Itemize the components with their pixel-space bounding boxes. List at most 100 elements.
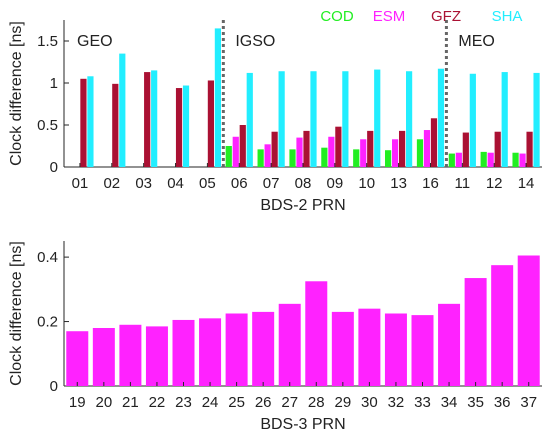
- bar-value-21: [119, 324, 142, 386]
- bar-sha-06: [246, 72, 253, 167]
- x-tick-label: 21: [122, 394, 139, 411]
- legend-entry-sha: SHA: [492, 8, 523, 25]
- chart-bds3: 0 0.2 0.4 19 20 21 22 23 24 25 26 27 28 29 30 32 33 34 35 3…: [8, 241, 542, 433]
- bar-value-33: [411, 315, 434, 386]
- bar-cod-10: [353, 149, 360, 167]
- bar-sha-12: [501, 72, 508, 167]
- bar-cod-06: [225, 146, 232, 167]
- bar-value-27: [278, 303, 301, 386]
- bar-value-23: [172, 319, 195, 386]
- bar-esm-09: [328, 136, 335, 167]
- y-tick-label: 0: [50, 159, 58, 176]
- bar-cod-13: [385, 150, 392, 167]
- x-tick-label: 02: [103, 175, 120, 192]
- bar-gfz-11: [462, 132, 469, 167]
- bar-cod-09: [321, 147, 328, 167]
- bar-cod-12: [480, 151, 487, 167]
- group-label-geo: GEO: [77, 33, 113, 50]
- x-tick-label: 33: [414, 394, 431, 411]
- bar-gfz-08: [303, 130, 310, 167]
- x-tick-label: 12: [486, 175, 503, 192]
- bar-esm-10: [360, 139, 367, 167]
- bar-sha-07: [278, 71, 285, 167]
- bar-gfz-03: [144, 72, 151, 167]
- bar-sha-16: [437, 68, 445, 167]
- bar-value-19: [66, 331, 89, 386]
- bar-sha-14: [533, 72, 540, 167]
- bar-value-35: [464, 278, 487, 386]
- bar-value-30: [358, 308, 381, 386]
- x-tick-label: 29: [334, 394, 351, 411]
- x-tick-label: 08: [295, 175, 312, 192]
- y-tick-label: 0.4: [37, 249, 58, 266]
- x-tick-label: 28: [308, 394, 325, 411]
- x-tick-label: 32: [388, 394, 405, 411]
- y-tick-label: 0: [50, 378, 58, 395]
- bar-cod-16: [416, 139, 424, 167]
- bar-esm-11: [455, 152, 462, 167]
- y-tick-label: 1.5: [37, 33, 58, 50]
- x-tick-label: 25: [228, 394, 245, 411]
- x-tick-label: 07: [263, 175, 280, 192]
- bar-gfz-16: [430, 118, 438, 167]
- x-tick-label: 22: [149, 394, 166, 411]
- bar-sha-05: [214, 28, 221, 168]
- x-tick-label: 04: [167, 175, 184, 192]
- bar-value-29: [331, 311, 354, 386]
- y-tick-label: 0.5: [37, 117, 58, 134]
- x-tick-label: 09: [327, 175, 344, 192]
- x-tick-label: 10: [358, 175, 375, 192]
- bar-cod-14: [512, 152, 519, 167]
- y-axis-label: Clock difference [ns]: [8, 21, 25, 166]
- bar-esm-13: [392, 139, 399, 167]
- x-tick-label: 01: [72, 175, 89, 192]
- bar-gfz-01: [80, 78, 87, 167]
- x-tick-label: 14: [518, 175, 535, 192]
- bar-value-25: [225, 313, 248, 386]
- bar-gfz-05: [207, 80, 214, 167]
- x-tick-label: 34: [441, 394, 458, 411]
- bar-gfz-10: [367, 130, 374, 167]
- bar-cod-07: [257, 149, 264, 167]
- bar-sha-13: [406, 71, 413, 167]
- x-tick-label: 16: [422, 175, 439, 192]
- x-tick-label: 27: [281, 394, 298, 411]
- bar-value-20: [92, 328, 115, 386]
- bar-gfz-13: [399, 130, 406, 167]
- x-tick-label: 35: [467, 394, 484, 411]
- bar-value-26: [252, 311, 275, 386]
- x-tick-label: 20: [95, 394, 112, 411]
- x-tick-label: 03: [135, 175, 152, 192]
- bar-sha-03: [151, 70, 158, 167]
- bar-esm-14: [519, 153, 526, 167]
- bar-sha-02: [119, 53, 126, 167]
- group-label-igso: IGSO: [235, 33, 275, 50]
- bar-cod-11: [448, 153, 455, 167]
- x-tick-label: 23: [175, 394, 192, 411]
- bar-gfz-02: [112, 83, 119, 167]
- bar-value-36: [491, 265, 514, 386]
- x-tick-label: 24: [202, 394, 219, 411]
- bar-value-22: [145, 326, 168, 386]
- bar-value-32: [384, 313, 407, 386]
- bar-value-24: [199, 318, 222, 386]
- x-axis-label: BDS-2 PRN: [260, 197, 345, 214]
- bar-gfz-09: [335, 126, 342, 167]
- bar-gfz-06: [239, 125, 246, 167]
- bar-sha-11: [469, 73, 476, 167]
- bar-value-37: [517, 255, 540, 386]
- chart-bds2: 0 0.5 1 1.5 01 02 03 04 05 06 07 08 09 10 13 16 11 12 14 BD…: [8, 8, 542, 214]
- x-tick-label: 36: [494, 394, 511, 411]
- bar-value-34: [438, 303, 461, 386]
- bar-esm-16: [423, 130, 431, 167]
- bar-sha-04: [182, 85, 190, 167]
- x-tick-label: 11: [455, 175, 471, 192]
- x-tick-label: 06: [231, 175, 248, 192]
- x-axis-label: BDS-3 PRN: [260, 416, 345, 433]
- bar-sha-01: [87, 76, 94, 167]
- bar-esm-12: [487, 152, 494, 167]
- bar-value-28: [305, 281, 328, 386]
- bar-esm-08: [296, 137, 303, 167]
- y-tick-label: 0.2: [37, 314, 58, 331]
- x-tick-label: 13: [390, 175, 407, 192]
